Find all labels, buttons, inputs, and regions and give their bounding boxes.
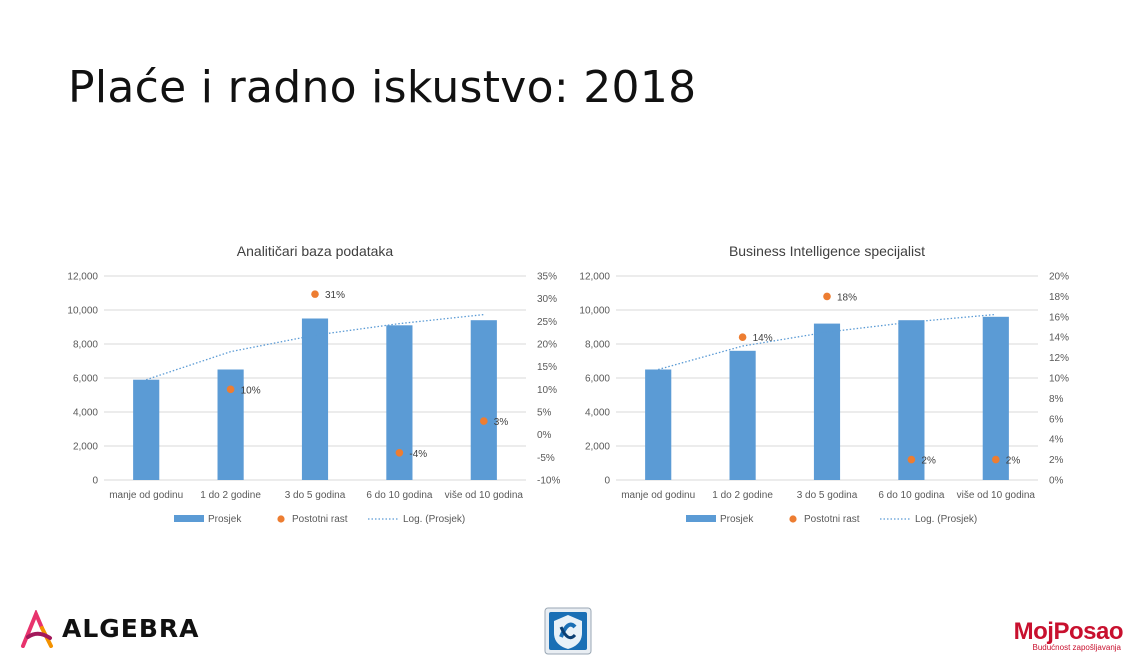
y-tick-label: 4,000 <box>73 408 98 419</box>
x-tick-label: manje od godinu <box>109 490 183 501</box>
data-label: 3% <box>494 417 509 428</box>
algebra-logo: ALGEBRA <box>20 610 220 650</box>
y2-tick-label: 35% <box>537 272 557 283</box>
bar <box>729 350 756 480</box>
legend-bar-swatch <box>686 515 716 522</box>
y2-tick-label: 20% <box>537 340 557 351</box>
trendline <box>145 313 484 381</box>
growth-point <box>992 455 1000 464</box>
y-tick-label: 6,000 <box>585 374 610 385</box>
y2-tick-label: 10% <box>537 385 557 396</box>
slide-title: Plaće i radno iskustvo: 2018 <box>68 62 697 113</box>
data-label: 2% <box>1006 456 1021 467</box>
y2-tick-label: 12% <box>1049 353 1069 364</box>
y2-tick-label: 4% <box>1049 435 1064 446</box>
y2-tick-label: 8% <box>1049 394 1064 405</box>
growth-point <box>311 290 319 298</box>
y-tick-label: 8,000 <box>73 340 98 351</box>
chart-business-intelligence: Business Intelligence specijalist 0 2,000 4… <box>579 243 1069 525</box>
growth-point <box>738 333 747 341</box>
bar <box>133 379 160 480</box>
y2-tick-label: 10% <box>1049 374 1069 385</box>
y2-tick-label: 5% <box>537 408 552 419</box>
mojposao-logo: MojPosao Budućnost zapošljavanja <box>985 618 1135 658</box>
y2-tick-label: 6% <box>1049 414 1064 425</box>
bar <box>470 320 497 480</box>
y-tick-label: 0 <box>92 476 98 487</box>
x-tick-label: 1 do 2 godine <box>200 490 261 501</box>
chart-title: Analitičari baza podataka <box>237 243 394 259</box>
x-tick-label: više od 10 godina <box>957 490 1036 501</box>
y-tick-label: 0 <box>604 476 610 487</box>
growth-point <box>395 449 404 457</box>
bar <box>645 369 672 480</box>
y2-tick-label: 0% <box>1049 476 1064 487</box>
y2-tick-label: 15% <box>537 362 557 373</box>
y-tick-label: 2,000 <box>73 442 98 453</box>
y-tick-label: 10,000 <box>579 306 610 317</box>
legend-bar-swatch <box>174 515 204 522</box>
mojposao-tagline: Budućnost zapošljavanja <box>1032 643 1121 652</box>
chart-analiticari: Analitičari baza podataka 0 2,000 4,000 6,00… <box>67 243 560 525</box>
legend-dot-swatch <box>789 515 797 523</box>
legend-label: Log. (Prosjek) <box>403 514 465 525</box>
shield-logo-icon <box>544 607 592 655</box>
growth-point <box>907 455 916 464</box>
bar <box>813 323 841 480</box>
legend-label: Postotni rast <box>292 514 348 525</box>
y2-tick-label: 16% <box>1049 312 1069 323</box>
legend-label: Prosjek <box>720 514 754 525</box>
legend-label: Postotni rast <box>804 514 860 525</box>
growth-point <box>226 385 235 394</box>
y2-tick-label: 2% <box>1049 455 1064 466</box>
x-tick-label: 6 do 10 godina <box>878 490 945 501</box>
growth-point <box>480 417 488 425</box>
data-label: 2% <box>921 456 936 467</box>
bar <box>898 320 925 480</box>
legend-dot-swatch <box>277 515 285 523</box>
y2-tick-label: 25% <box>537 317 557 328</box>
y-tick-label: 12,000 <box>67 272 98 283</box>
x-tick-label: 3 do 5 godina <box>797 490 858 501</box>
legend-label: Log. (Prosjek) <box>915 514 977 525</box>
y-tick-label: 2,000 <box>585 442 610 453</box>
mojposao-logo-text: MojPosao <box>1013 618 1124 645</box>
x-tick-label: 1 do 2 godine <box>712 490 773 501</box>
y2-tick-label: 18% <box>1049 292 1069 303</box>
chart-title: Business Intelligence specijalist <box>729 243 925 259</box>
data-label: 31% <box>325 290 345 301</box>
y2-tick-label: -10% <box>537 476 560 487</box>
y2-tick-label: 30% <box>537 294 557 305</box>
algebra-mark-icon <box>21 610 53 648</box>
data-label: -4% <box>409 449 427 460</box>
y-tick-label: 12,000 <box>579 272 610 283</box>
x-tick-label: 3 do 5 godina <box>285 490 346 501</box>
legend-label: Prosjek <box>208 514 242 525</box>
y2-tick-label: 20% <box>1049 272 1069 283</box>
y2-tick-label: 14% <box>1049 333 1069 344</box>
x-tick-label: više od 10 godina <box>445 490 524 501</box>
x-tick-label: 6 do 10 godina <box>366 490 433 501</box>
data-label: 14% <box>753 333 773 344</box>
data-label: 10% <box>241 385 261 396</box>
bar <box>982 316 1009 480</box>
y-tick-label: 4,000 <box>585 408 610 419</box>
y2-tick-label: -5% <box>537 453 555 464</box>
growth-point <box>823 292 831 301</box>
bar <box>301 318 329 480</box>
data-label: 18% <box>837 292 857 303</box>
y-tick-label: 10,000 <box>67 306 98 317</box>
x-tick-label: manje od godinu <box>621 490 695 501</box>
algebra-logo-text: ALGEBRA <box>62 614 200 643</box>
y-tick-label: 8,000 <box>585 340 610 351</box>
y2-tick-label: 0% <box>537 430 552 441</box>
y-tick-label: 6,000 <box>73 374 98 385</box>
